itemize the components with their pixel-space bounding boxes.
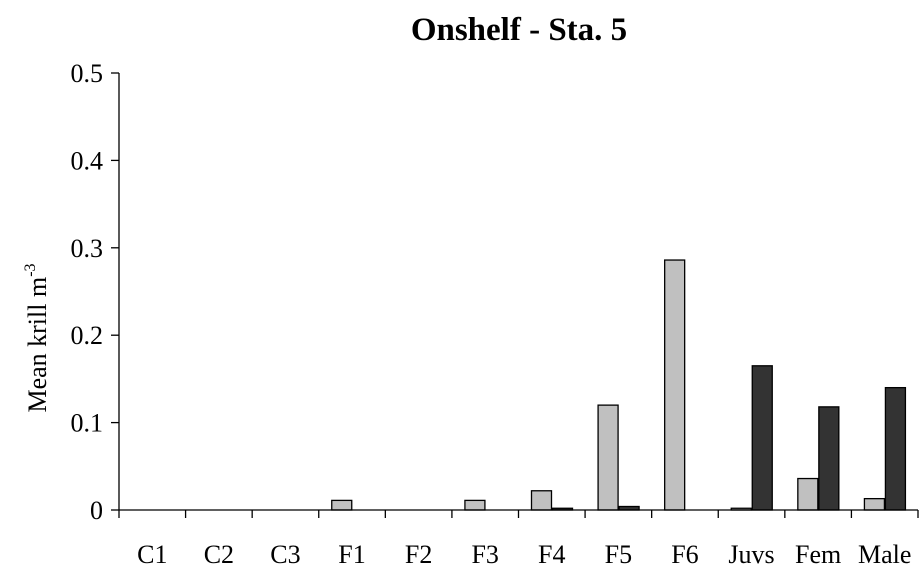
y-tick-label: 0.5 — [71, 59, 104, 88]
y-axis-label-superscript: -3 — [22, 263, 39, 276]
x-tick-label: C1 — [137, 540, 167, 569]
x-tick-label: F5 — [605, 540, 632, 569]
x-tick-label: Juvs — [728, 540, 774, 569]
x-tick-label: C2 — [204, 540, 234, 569]
x-tick-label: C3 — [270, 540, 300, 569]
y-tick-label: 0.4 — [71, 146, 104, 175]
bar-series-1-f1 — [331, 499, 353, 511]
bar-series-1-f3 — [464, 499, 486, 511]
y-axis-ticks: 0 0.1 0.2 0.3 0.4 0.5 — [71, 59, 119, 525]
bar-series-1-f5 — [597, 404, 619, 511]
x-tick-label: F6 — [671, 540, 698, 569]
bars-group — [331, 259, 907, 511]
bar-series-2-male — [884, 386, 907, 511]
bar-series-1-f4 — [530, 490, 553, 511]
x-tick-label: Fem — [795, 540, 841, 569]
bar-series-1-f6 — [664, 259, 686, 511]
y-tick-label: 0.3 — [71, 234, 104, 263]
x-tick-label: F3 — [471, 540, 498, 569]
x-tick-label: F4 — [538, 540, 565, 569]
chart-title: Onshelf - Sta. 5 — [411, 12, 627, 48]
bar-series-2-juvs — [751, 365, 773, 511]
bar-series-2-fem — [818, 406, 840, 511]
y-tick-label: 0.2 — [71, 321, 104, 350]
bar-series-1-fem — [797, 477, 819, 511]
x-tick-label: F2 — [405, 540, 432, 569]
y-tick-label: 0 — [90, 496, 103, 525]
y-axis-label: Mean krill m-3 — [22, 263, 52, 412]
x-tick-label: Male — [858, 540, 911, 569]
x-tick-label: F1 — [338, 540, 365, 569]
bar-series-1-male — [863, 497, 886, 511]
x-axis-ticks: C1 C2 C3 F1 F2 F3 F4 F5 F6 Juvs Fem Male — [118, 510, 919, 569]
y-tick-label: 0.1 — [71, 409, 104, 438]
y-axis-label-text: Mean krill m — [23, 277, 52, 413]
